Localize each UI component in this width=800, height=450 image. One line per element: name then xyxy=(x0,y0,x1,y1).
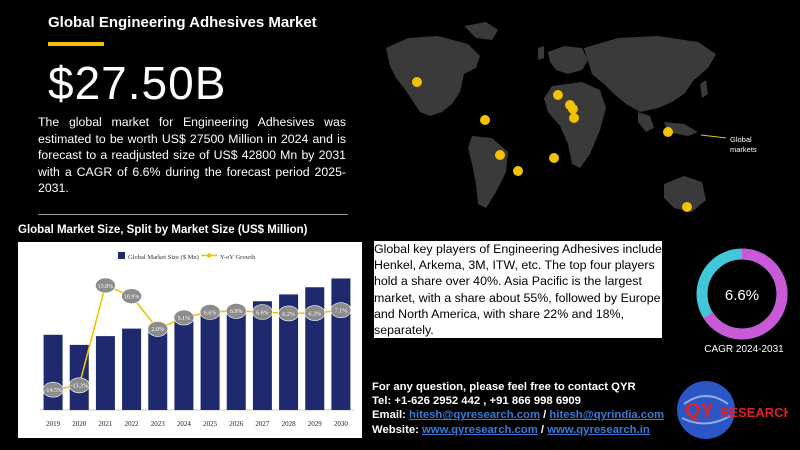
map-marker xyxy=(663,127,673,137)
separator: / xyxy=(540,409,550,422)
growth-point xyxy=(252,304,273,320)
cagr-ring-fill xyxy=(696,248,788,340)
growth-data-label: 13.8% xyxy=(98,284,114,290)
growth-data-label: 7.1% xyxy=(335,308,348,314)
growth-point xyxy=(95,277,116,294)
growth-point xyxy=(68,377,90,394)
website-label: Website: xyxy=(372,423,423,436)
world-map-landmass xyxy=(386,22,716,212)
growth-data-label: 6.9% xyxy=(230,309,243,315)
chart-bar xyxy=(95,336,115,410)
email-link-2[interactable]: hitesh@qyrindia.com xyxy=(549,409,665,422)
contact-web-row: Website: www.qyresearch.com / www.qyrese… xyxy=(372,423,664,437)
growth-point xyxy=(225,303,247,319)
x-tick-label: 2025 xyxy=(203,420,218,428)
x-tick-label: 2020 xyxy=(72,420,87,428)
cagr-value: 6.6% xyxy=(725,287,759,304)
x-tick-label: 2026 xyxy=(229,420,244,428)
legend-label: Global Market Size ($ Mn) xyxy=(128,254,199,261)
chart-bar xyxy=(174,320,194,410)
cagr-ring: 6.6% xyxy=(696,248,788,340)
growth-data-label: 5.1% xyxy=(178,316,191,322)
legend-swatch-marker xyxy=(206,253,212,258)
chart-bar xyxy=(200,314,220,410)
growth-point xyxy=(199,304,221,320)
map-marker xyxy=(569,113,579,123)
legend-swatch-bar xyxy=(118,252,125,259)
divider xyxy=(38,214,348,215)
logo-text-qy: QY xyxy=(685,400,715,422)
cagr-label: CAGR 2024-2031 xyxy=(704,344,784,355)
contact-email-row: Email: hitesh@qyresearch.com / hitesh@qy… xyxy=(372,408,664,422)
website-link-1[interactable]: www.qyresearch.com xyxy=(422,423,538,436)
x-tick-label: 2023 xyxy=(151,420,166,428)
map-marker xyxy=(513,166,523,176)
key-players-text: Global key players of Engineering Adhesi… xyxy=(374,241,662,339)
intro-paragraph: The global market for Engineering Adhesi… xyxy=(38,115,346,195)
growth-point xyxy=(173,309,195,326)
growth-data-label: -13.3% xyxy=(71,384,89,390)
map-marker xyxy=(549,153,559,163)
map-marker xyxy=(480,115,490,125)
chart-bar xyxy=(226,308,246,410)
map-label-line: markets xyxy=(730,145,757,154)
growth-point xyxy=(278,305,299,322)
x-tick-label: 2019 xyxy=(46,420,61,428)
growth-point xyxy=(330,302,352,318)
chart-bar xyxy=(252,301,272,410)
map-label-line: Global xyxy=(730,135,752,144)
separator: / xyxy=(537,423,548,436)
chart-panel: Global Market Size ($ Mn) Y-oY Growth 2019… xyxy=(18,242,362,438)
x-tick-label: 2024 xyxy=(177,420,192,428)
growth-point xyxy=(147,321,169,337)
title-underline xyxy=(48,42,104,46)
email-link-1[interactable]: hitesh@qyresearch.com xyxy=(409,409,540,422)
chart-bar xyxy=(331,278,351,410)
growth-data-label: 6.6% xyxy=(256,310,269,316)
map-marker xyxy=(412,77,422,87)
growth-data-label: 6.2% xyxy=(282,312,295,318)
page-title: Global Engineering Adhesives Market xyxy=(48,14,317,31)
map-label-pointer xyxy=(700,134,727,139)
market-markers xyxy=(412,77,692,212)
contact-block: For any question, please feel free to co… xyxy=(372,380,664,437)
chart-bar xyxy=(122,328,142,410)
website-link-2[interactable]: www.qyresearch.in xyxy=(547,423,650,436)
chart-bar xyxy=(148,330,168,410)
x-tick-label: 2028 xyxy=(282,420,297,428)
chart-bar xyxy=(69,344,89,410)
email-label: Email: xyxy=(372,409,410,422)
growth-data-label: 10.9% xyxy=(124,294,140,300)
chart-bar xyxy=(43,334,63,410)
x-tick-label: 2022 xyxy=(125,420,140,428)
growth-data-label: 6.6% xyxy=(204,310,217,316)
growth-data-label: -14.5% xyxy=(44,388,62,394)
growth-point xyxy=(42,381,64,398)
map-marker xyxy=(568,104,578,114)
logo-globe-icon xyxy=(677,381,735,439)
contact-intro: For any question, please feel free to co… xyxy=(372,381,636,393)
chart-title: Global Market Size, Split by Market Size… xyxy=(18,224,308,236)
qyresearch-logo: QY RESEARCH xyxy=(677,381,788,439)
x-tick-label: 2021 xyxy=(98,420,113,428)
world-map xyxy=(386,22,727,212)
logo-text-research: RESEARCH xyxy=(720,405,788,420)
x-tick-label: 2029 xyxy=(308,420,323,428)
x-tick-label: 2030 xyxy=(334,420,349,428)
map-marker xyxy=(682,202,692,212)
contact-tel: Tel: +1-626 2952 442 , +91 866 998 6909 xyxy=(372,395,581,408)
x-tick-label: 2027 xyxy=(255,420,270,428)
map-label: Global markets xyxy=(730,135,757,155)
chart-bar xyxy=(279,294,299,410)
market-value: $27.50B xyxy=(48,57,227,109)
growth-point xyxy=(304,305,326,321)
growth-data-label: 2.0% xyxy=(152,327,165,333)
legend-label: Y-oY Growth xyxy=(220,254,256,261)
growth-data-label: 6.3% xyxy=(309,311,322,317)
market-size-chart: Global Market Size ($ Mn) Y-oY Growth 2019… xyxy=(40,252,354,428)
map-marker xyxy=(553,90,563,100)
map-marker xyxy=(495,150,505,160)
growth-point xyxy=(121,288,142,304)
